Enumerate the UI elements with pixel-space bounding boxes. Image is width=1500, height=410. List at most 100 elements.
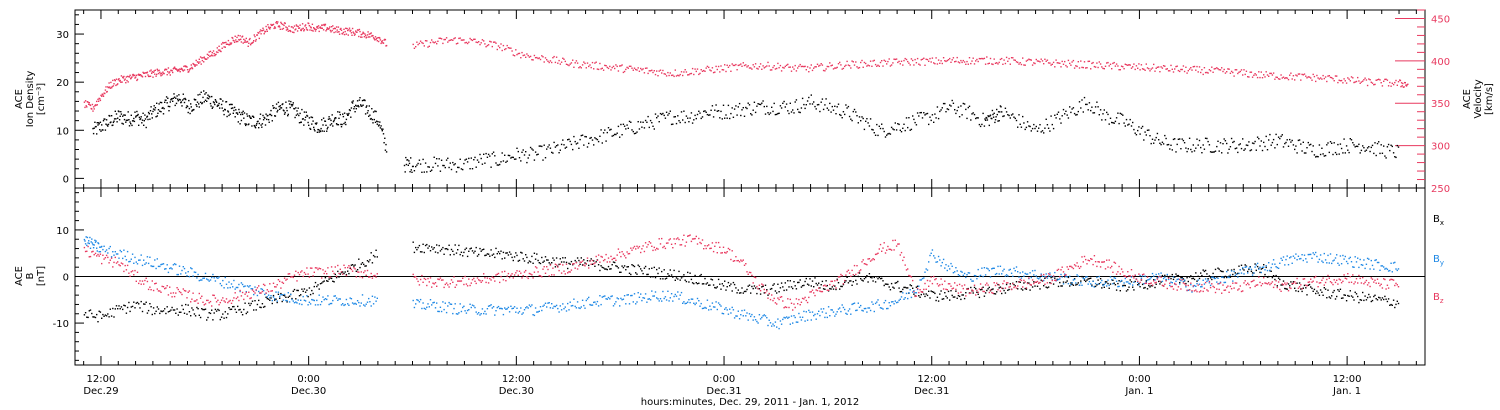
by-point	[1359, 258, 1361, 261]
velocity-point	[549, 60, 552, 62]
by-point	[457, 313, 459, 315]
velocity-point	[1321, 78, 1323, 80]
velocity-point	[988, 62, 990, 64]
velocity-point	[579, 66, 581, 68]
bx-point	[149, 303, 151, 305]
velocity-point	[989, 57, 992, 60]
velocity-point	[1044, 58, 1046, 60]
density-point	[198, 106, 200, 108]
bx-point	[544, 256, 547, 258]
velocity-point	[805, 69, 807, 71]
bx-point	[264, 305, 266, 308]
velocity-point	[526, 53, 528, 55]
bx-point	[1208, 275, 1211, 277]
by-point	[149, 256, 151, 258]
density-point	[1077, 110, 1079, 113]
density-point	[159, 101, 162, 104]
by-point	[150, 265, 152, 267]
density-point	[1216, 145, 1218, 148]
density-point	[485, 152, 487, 155]
by-point	[695, 302, 697, 304]
velocity-point	[537, 57, 539, 60]
bx-point	[631, 264, 633, 266]
density-point	[642, 121, 644, 123]
velocity-point	[1269, 72, 1271, 75]
by-point	[1197, 279, 1199, 281]
velocity-point	[977, 60, 979, 63]
by-point	[473, 305, 475, 307]
bx-point	[754, 287, 757, 289]
bx-point	[303, 288, 306, 290]
bx-point	[809, 278, 811, 280]
velocity-point	[866, 65, 868, 67]
density-point	[611, 135, 613, 137]
density-point	[1061, 115, 1063, 117]
by-point	[1315, 251, 1317, 254]
density-point	[210, 105, 212, 107]
velocity-point	[129, 74, 131, 76]
velocity-point	[804, 65, 806, 68]
velocity-point	[627, 67, 629, 69]
bz-point	[177, 288, 179, 291]
velocity-point	[326, 27, 328, 29]
velocity-point	[1331, 77, 1333, 79]
bx-point	[1357, 295, 1359, 298]
bx-point	[719, 283, 721, 285]
velocity-point	[1122, 66, 1124, 68]
bx-point	[1097, 279, 1099, 281]
bx-point	[935, 299, 937, 302]
velocity-point	[154, 69, 157, 71]
by-point	[716, 308, 718, 311]
velocity-point	[1062, 63, 1065, 65]
density-point	[935, 117, 937, 119]
density-point	[795, 99, 798, 101]
velocity-point	[890, 64, 893, 66]
density-point	[1277, 136, 1280, 138]
by-point	[1294, 257, 1296, 259]
velocity-point	[104, 89, 107, 91]
density-point	[521, 151, 523, 153]
velocity-point	[1104, 65, 1107, 67]
bx-point	[695, 282, 697, 284]
density-point	[176, 95, 178, 97]
density-point	[552, 152, 554, 154]
density-point	[1224, 140, 1227, 142]
density-point	[662, 112, 664, 115]
velocity-point	[1117, 65, 1119, 67]
velocity-point	[1290, 72, 1292, 74]
density-point	[627, 127, 629, 129]
bx-point	[1117, 282, 1119, 285]
velocity-point	[242, 42, 244, 44]
density-point	[820, 101, 822, 103]
density-point	[810, 94, 812, 96]
by-point	[1248, 267, 1250, 270]
bx-point	[1268, 275, 1270, 278]
by-point	[913, 290, 915, 292]
velocity-point	[1384, 78, 1386, 81]
bx-point	[989, 290, 992, 292]
velocity-point	[558, 59, 560, 62]
velocity-point	[589, 64, 591, 66]
by-point	[450, 303, 453, 305]
bx-point	[439, 250, 442, 252]
density-point	[908, 117, 910, 119]
velocity-point	[966, 60, 968, 63]
density-point	[674, 116, 676, 118]
by-point	[213, 277, 215, 279]
bx-point	[668, 274, 670, 277]
density-point	[1247, 144, 1249, 147]
velocity-point	[1337, 81, 1339, 84]
velocity-point	[1115, 63, 1118, 65]
velocity-point	[1310, 77, 1312, 79]
velocity-point	[138, 73, 140, 75]
density-point	[578, 147, 580, 149]
by-point	[203, 277, 205, 279]
velocity-point	[343, 33, 346, 36]
bx-point	[696, 283, 699, 285]
by-point	[610, 295, 612, 298]
velocity-point	[960, 59, 962, 62]
velocity-point	[1324, 76, 1327, 78]
by-point	[1149, 278, 1151, 280]
by-point	[1200, 286, 1202, 288]
velocity-point	[133, 74, 136, 76]
